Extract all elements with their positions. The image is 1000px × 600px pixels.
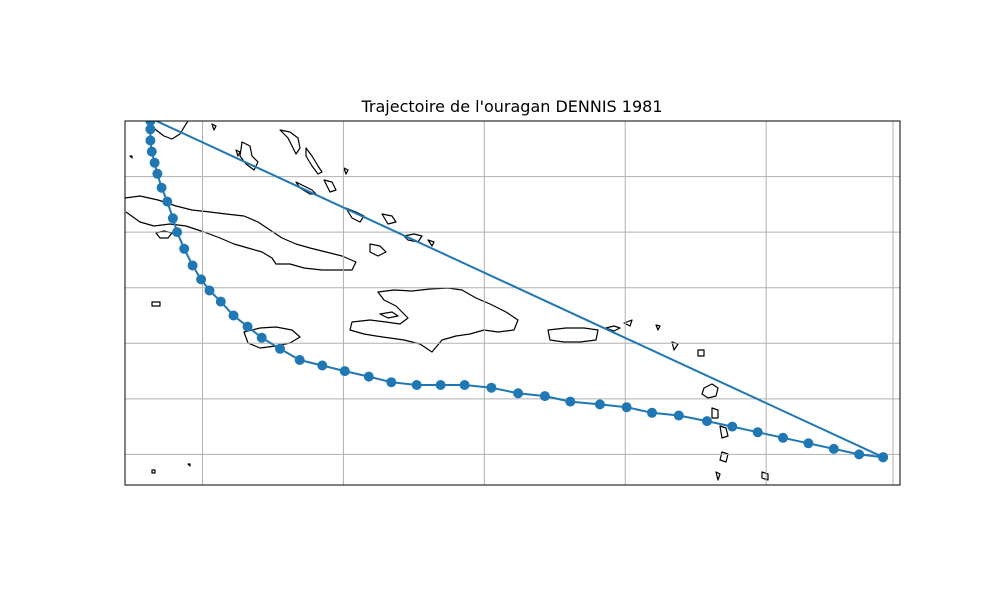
coast-acklins [369,243,387,257]
coast-isle-of-youth [155,230,173,239]
track-point [878,452,889,463]
coast-anguilla-barbuda [655,324,679,351]
coast-martinique [719,425,729,439]
track-point [539,391,550,402]
gridlines [125,121,900,485]
track-point [145,135,156,146]
coast-puerto-rico [547,327,599,343]
track-point [459,380,470,390]
track-point [621,402,632,413]
track-point [339,366,350,377]
track-point [594,399,605,410]
track-point [146,121,155,124]
track-point [242,321,253,332]
coast-cuba [125,195,357,271]
track-point [145,124,156,135]
coast-abaco [279,129,301,155]
coast-jamaica [243,326,301,349]
track-point [149,157,160,168]
coast-cays-north [211,123,349,175]
chart-title: Trajectoire de l'ouragan DENNIS 1981 [360,97,662,116]
coast-guadeloupe [701,383,719,399]
coast-long-island [345,207,365,223]
track-point [196,274,207,285]
coast-gonave [379,311,399,319]
track-point [275,343,285,354]
track-point [294,355,305,365]
track-point [702,416,712,427]
track-point [752,427,763,438]
coast-hispaniola [349,287,519,353]
coast-cat-island [323,179,337,193]
track-point [803,438,814,449]
track-point [215,296,226,307]
coast-antigua [697,349,705,357]
track-point [854,449,865,460]
track-point [162,196,173,207]
track-point [167,213,178,224]
track-point [513,388,524,399]
track-point [411,380,422,390]
track-point [673,410,684,421]
track-point [228,310,239,321]
track-point [256,332,267,343]
track-point [486,382,497,393]
track-point [317,360,328,371]
coast-florida [147,121,189,140]
track-point [156,182,167,193]
coast-virgin-islands [605,319,633,332]
coast-st-lucia [719,451,729,463]
coast-eleuthera [305,147,323,175]
track-point [828,443,839,454]
track-point [647,407,657,418]
map-area [125,121,900,485]
track-point [565,396,576,407]
track-point [172,227,183,238]
track-point [179,243,190,254]
track-point [146,146,157,157]
track-point [386,377,397,388]
track-point [204,285,215,296]
track-point [727,421,738,432]
coast-caymans [151,301,161,307]
track-layer [145,121,889,463]
coast-grenadines [715,471,769,481]
coast-small-islands [129,155,191,474]
coast-turks [403,233,435,247]
map-frame [124,120,901,486]
coast-dominica [711,407,719,419]
track-point [435,380,446,390]
track-point [363,371,374,382]
coast-inagua [381,213,397,225]
track-point [152,168,163,179]
track-point [778,432,788,443]
track-point [187,260,198,271]
